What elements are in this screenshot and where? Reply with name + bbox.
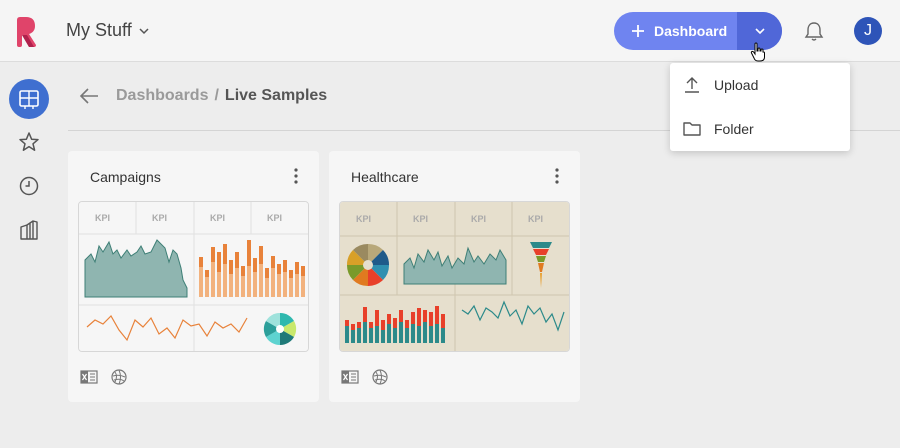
avatar[interactable]: J: [854, 17, 882, 45]
new-dashboard-split-button: Dashboard: [614, 12, 782, 50]
kpi-label: KPI: [413, 214, 428, 224]
divider: [68, 130, 900, 131]
globe-icon: [111, 369, 127, 385]
menu-item-upload[interactable]: Upload: [670, 63, 850, 107]
dashboard-card-healthcare[interactable]: Healthcare KPI KPI KPI KPI: [329, 151, 580, 402]
excel-icon: [341, 370, 359, 384]
kpi-label: KPI: [528, 214, 543, 224]
dashboard-thumbnail: KPI KPI KPI KPI: [78, 201, 309, 352]
card-data-sources: [80, 368, 128, 386]
chevron-down-icon: [754, 28, 765, 35]
menu-item-label: Folder: [714, 121, 754, 137]
back-arrow-icon[interactable]: [78, 85, 100, 107]
bell-icon[interactable]: [803, 20, 825, 42]
dashboards-icon: [19, 90, 39, 109]
kpi-label: KPI: [267, 213, 282, 223]
more-vertical-icon[interactable]: [548, 167, 566, 185]
plus-icon: [632, 25, 644, 37]
thumbnail-preview: KPI KPI KPI KPI: [340, 202, 569, 351]
card-title: Healthcare: [351, 169, 419, 185]
menu-item-label: Upload: [714, 77, 759, 93]
new-dashboard-label: Dashboard: [654, 23, 728, 39]
thumbnail-preview: KPI KPI KPI KPI: [79, 202, 308, 351]
workspace-selector[interactable]: My Stuff: [66, 20, 150, 41]
sidebar-item-favorites[interactable]: [9, 122, 49, 162]
kpi-label: KPI: [356, 214, 371, 224]
kpi-label: KPI: [210, 213, 225, 223]
top-bar: My Stuff Dashboard J: [0, 0, 900, 62]
kpi-label: KPI: [152, 213, 167, 223]
workspace-title: My Stuff: [66, 20, 132, 40]
breadcrumb-current: Live Samples: [224, 87, 328, 104]
kpi-label: KPI: [95, 213, 110, 223]
upload-icon: [685, 77, 699, 93]
library-icon: [20, 220, 38, 240]
clock-icon: [19, 176, 39, 196]
breadcrumb: Dashboards / Live Samples: [78, 84, 327, 108]
dashboard-thumbnail: KPI KPI KPI KPI: [339, 201, 570, 352]
menu-item-folder[interactable]: Folder: [670, 107, 850, 151]
folder-icon: [683, 122, 701, 136]
dashboard-card-campaigns[interactable]: Campaigns KPI KPI KPI KPI: [68, 151, 319, 402]
excel-icon: [80, 370, 98, 384]
sidebar-item-dashboards[interactable]: [9, 79, 49, 119]
star-icon: [19, 132, 39, 151]
brand-logo[interactable]: [14, 17, 38, 47]
chevron-down-icon: [139, 27, 149, 34]
card-title: Campaigns: [90, 169, 161, 185]
hand-cursor-icon: [750, 42, 765, 62]
more-vertical-icon[interactable]: [287, 167, 305, 185]
breadcrumb-dashboards[interactable]: Dashboards: [116, 87, 209, 104]
sidebar-item-recent[interactable]: [9, 166, 49, 206]
globe-icon: [372, 369, 388, 385]
kpi-label: KPI: [471, 214, 486, 224]
breadcrumb-separator: /: [214, 87, 219, 104]
card-data-sources: [341, 368, 389, 386]
new-dashboard-button[interactable]: Dashboard: [614, 12, 737, 50]
sidebar: [0, 62, 58, 448]
sidebar-item-library[interactable]: [9, 210, 49, 250]
new-dashboard-dropdown-menu: Upload Folder: [670, 63, 850, 151]
new-dashboard-more-button[interactable]: [737, 12, 782, 50]
